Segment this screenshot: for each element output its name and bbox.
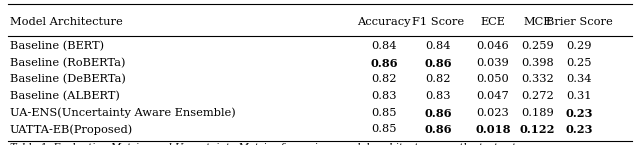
Text: 0.82: 0.82: [426, 74, 451, 84]
Text: ECE: ECE: [481, 17, 505, 27]
Text: 0.85: 0.85: [371, 108, 397, 118]
Text: UATTA-EB(Proposed): UATTA-EB(Proposed): [10, 124, 133, 135]
Text: 0.34: 0.34: [566, 74, 592, 84]
Text: 0.29: 0.29: [566, 41, 592, 51]
Text: 0.018: 0.018: [475, 124, 511, 135]
Text: F1 Score: F1 Score: [412, 17, 465, 27]
Text: 0.82: 0.82: [371, 74, 397, 84]
Text: 0.050: 0.050: [476, 74, 509, 84]
Text: Baseline (DeBERTa): Baseline (DeBERTa): [10, 74, 125, 85]
Text: 0.31: 0.31: [566, 91, 592, 101]
Text: 0.272: 0.272: [521, 91, 554, 101]
Text: 0.83: 0.83: [426, 91, 451, 101]
Text: 0.23: 0.23: [566, 108, 593, 119]
Text: 0.398: 0.398: [521, 58, 554, 68]
Text: 0.84: 0.84: [426, 41, 451, 51]
Text: 0.83: 0.83: [371, 91, 397, 101]
Text: 0.259: 0.259: [521, 41, 554, 51]
Text: 0.23: 0.23: [566, 124, 593, 135]
Text: 0.332: 0.332: [521, 74, 554, 84]
Text: 0.039: 0.039: [476, 58, 509, 68]
Text: 0.023: 0.023: [476, 108, 509, 118]
Text: Model Architecture: Model Architecture: [10, 17, 122, 27]
Text: 0.86: 0.86: [425, 124, 452, 135]
Text: 0.122: 0.122: [520, 124, 556, 135]
Text: Baseline (ALBERT): Baseline (ALBERT): [10, 91, 120, 101]
Text: 0.86: 0.86: [371, 58, 397, 69]
Text: 0.84: 0.84: [371, 41, 397, 51]
Text: UA-ENS(Uncertainty Aware Ensemble): UA-ENS(Uncertainty Aware Ensemble): [10, 108, 236, 118]
Text: Accuracy: Accuracy: [357, 17, 411, 27]
Text: MCE: MCE: [524, 17, 552, 27]
Text: Baseline (RoBERTa): Baseline (RoBERTa): [10, 58, 125, 68]
Text: 0.047: 0.047: [476, 91, 509, 101]
Text: 0.25: 0.25: [566, 58, 592, 68]
Text: 0.86: 0.86: [425, 58, 452, 69]
Text: Table 1: Evaluation Metrics and Uncertainty Metrics for various model architectu: Table 1: Evaluation Metrics and Uncertai…: [10, 143, 518, 145]
Text: 0.85: 0.85: [371, 124, 397, 134]
Text: Baseline (BERT): Baseline (BERT): [10, 41, 104, 51]
Text: Brier Score: Brier Score: [546, 17, 612, 27]
Text: 0.046: 0.046: [476, 41, 509, 51]
Text: 0.86: 0.86: [425, 108, 452, 119]
Text: 0.189: 0.189: [521, 108, 554, 118]
